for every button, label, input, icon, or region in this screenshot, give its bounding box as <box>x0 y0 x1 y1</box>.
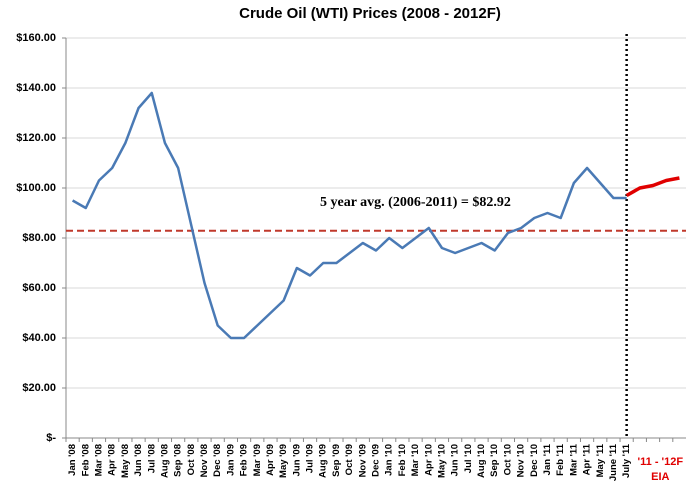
x-tick-label: Jul '09 <box>305 444 316 473</box>
x-tick-label: Jan '08 <box>67 444 78 476</box>
x-tick-label: Aug '09 <box>318 444 329 478</box>
y-tick-label: $160.00 <box>16 32 56 44</box>
x-tick-label: Jun '10 <box>450 444 461 476</box>
x-tick-label: Jan '09 <box>225 444 236 476</box>
x-tick-label: Jul '10 <box>463 444 474 473</box>
x-tick-label: Feb '08 <box>80 444 91 476</box>
line-series <box>71 91 627 340</box>
x-tick-label: Jun '08 <box>133 444 144 476</box>
x-tick-label: Jul '08 <box>146 444 157 473</box>
y-tick-label: $- <box>46 432 56 444</box>
x-tick-label: Mar '08 <box>93 444 104 476</box>
chart-title: Crude Oil (WTI) Prices (2008 - 2012F) <box>239 5 501 22</box>
x-tick-label: May '11 <box>595 443 606 477</box>
x-tick-label: Mar '10 <box>410 444 421 476</box>
x-tick-label: Sep '08 <box>173 444 184 477</box>
line-series <box>625 176 680 198</box>
x-tick-label: Mar '09 <box>252 444 263 476</box>
x-tick-label: Apr '08 <box>107 444 118 476</box>
y-tick-label: $120.00 <box>16 132 56 144</box>
forecast-label: '11 - '12F <box>638 456 684 468</box>
x-tick-label: Nov '08 <box>199 444 210 477</box>
x-tick-label: Dec '09 <box>371 444 382 477</box>
y-tick-label: $80.00 <box>22 232 56 244</box>
x-tick-label: Nov '10 <box>516 444 527 477</box>
y-tick-label: $140.00 <box>16 82 56 94</box>
reference-label: 5 year avg. (2006-2011) = $82.92 <box>320 195 511 210</box>
x-tick-label: Oct '09 <box>344 444 355 475</box>
x-tick-label: Feb '09 <box>239 444 250 476</box>
y-tick-label: $100.00 <box>16 182 56 194</box>
x-tick-label: Mar '11 <box>568 443 579 476</box>
x-tick-label: May '09 <box>278 444 289 478</box>
x-tick-label: May '08 <box>120 444 131 478</box>
x-tick-label: Nov '09 <box>357 444 368 477</box>
x-tick-label: June '11 <box>608 443 619 481</box>
x-tick-label: Aug '10 <box>476 444 487 478</box>
x-tick-label: July '11 <box>621 443 632 478</box>
x-tick-label: Jan '11 <box>542 443 553 475</box>
x-tick-label: Jun '09 <box>291 444 302 476</box>
y-tick-label: $60.00 <box>22 282 56 294</box>
y-tick-label: $20.00 <box>22 382 56 394</box>
x-tick-label: Feb '10 <box>397 444 408 476</box>
x-tick-label: Sep '10 <box>489 444 500 477</box>
x-tick-label: Dec '10 <box>529 444 540 477</box>
x-tick-label: Apr '11 <box>582 443 593 475</box>
x-tick-label: Dec '08 <box>212 444 223 477</box>
x-tick-label: Sep '09 <box>331 444 342 477</box>
x-tick-label: Oct '08 <box>186 444 197 475</box>
x-tick-label: Oct '10 <box>502 444 513 475</box>
x-tick-label: Jan '10 <box>384 444 395 476</box>
x-tick-label: May '10 <box>436 444 447 478</box>
forecast-label: EIA <box>651 471 669 483</box>
x-tick-label: Feb '11 <box>555 443 566 476</box>
x-tick-label: Apr '09 <box>265 444 276 476</box>
x-tick-label: Aug '08 <box>159 444 170 478</box>
x-tick-label: Apr '10 <box>423 444 434 476</box>
y-tick-label: $40.00 <box>22 332 56 344</box>
